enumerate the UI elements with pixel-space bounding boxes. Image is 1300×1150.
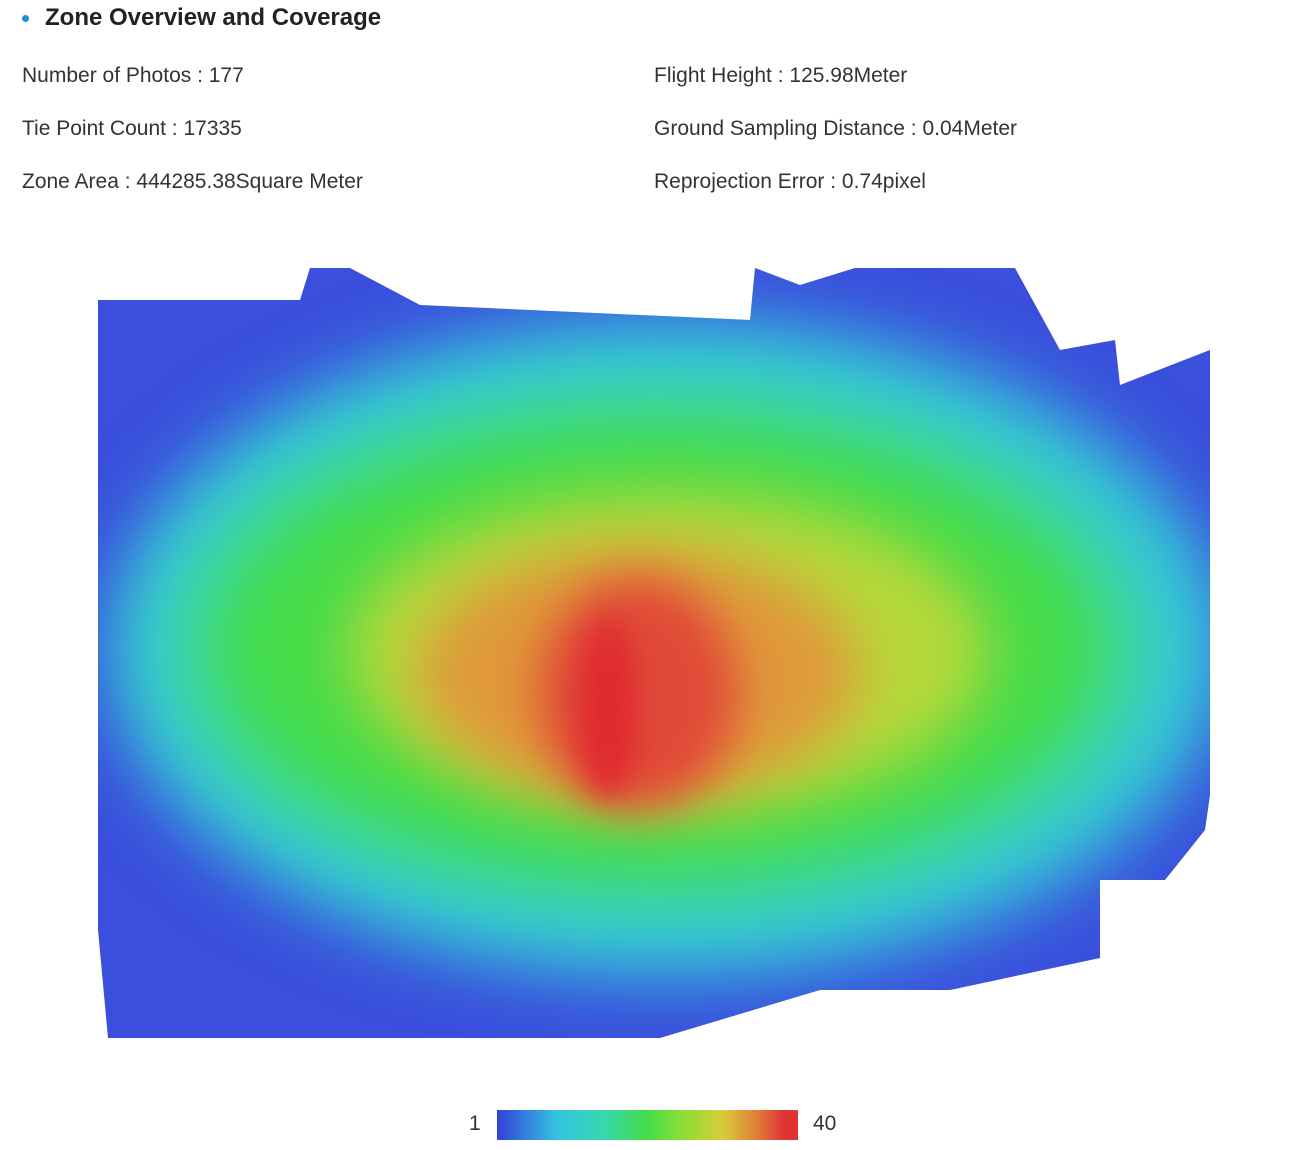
stat-tie-point-count: Tie Point Count : 17335 — [22, 117, 242, 140]
colorbar — [497, 1110, 798, 1140]
stat-reprojection-error: Reprojection Error : 0.74pixel — [654, 170, 926, 193]
stat-number-of-photos: Number of Photos : 177 — [22, 64, 244, 87]
stat-ground-sampling-distance: Ground Sampling Distance : 0.04Meter — [654, 117, 1018, 140]
section-title: Zone Overview and Coverage — [22, 4, 381, 32]
coverage-level-max — [578, 618, 638, 798]
colorbar-max-label: 40 — [813, 1112, 837, 1135]
bullet-icon — [22, 14, 29, 22]
colorbar-min-label: 1 — [469, 1112, 481, 1135]
page-title: Zone Overview and Coverage — [45, 4, 382, 31]
coverage-heatmap — [98, 268, 1210, 1038]
coverage-level-red — [538, 578, 738, 808]
stat-flight-height: Flight Height : 125.98Meter — [654, 64, 908, 87]
stat-zone-area: Zone Area : 444285.38Square Meter — [22, 170, 363, 193]
